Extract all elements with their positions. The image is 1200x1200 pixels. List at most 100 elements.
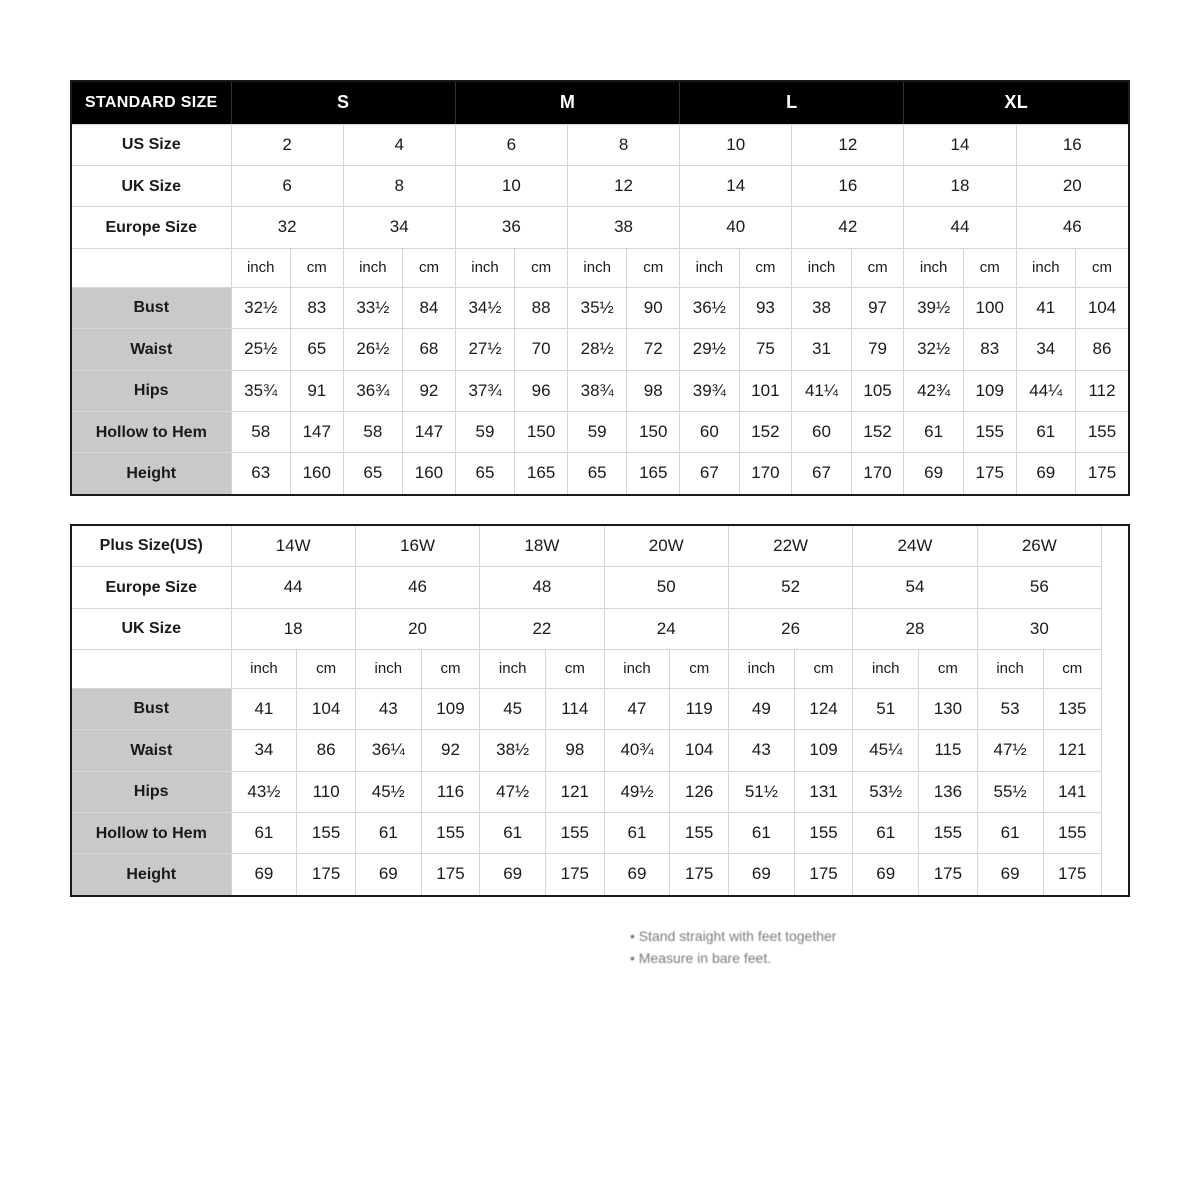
plus-top-row: UK Size18202224262830: [71, 608, 1129, 649]
measure-cell: 47½: [480, 771, 546, 812]
measure-cell: 69: [1016, 453, 1075, 495]
measure-cell: 92: [421, 730, 479, 771]
measure-label: Waist: [71, 730, 231, 771]
measure-label: Waist: [71, 329, 231, 370]
cell: 14: [904, 124, 1016, 165]
measure-label: Hips: [71, 370, 231, 411]
measure-cell: 61: [977, 813, 1043, 854]
measure-cell: 43: [355, 688, 421, 729]
measure-cell: 83: [290, 287, 343, 328]
measure-row: Waist348636¼9238½9840¾1044310945¼11547½1…: [71, 730, 1129, 771]
trailing-space: [1102, 771, 1115, 812]
measure-row: Bust32½8333½8434½8835½9036½93389739½1004…: [71, 287, 1129, 328]
measure-label: Hips: [71, 771, 231, 812]
measure-cell: 116: [421, 771, 479, 812]
measure-cell: 43½: [231, 771, 297, 812]
size-group-m: M: [455, 81, 679, 124]
unit-cm: cm: [1043, 649, 1101, 688]
measure-cell: 121: [546, 771, 604, 812]
unit-inch: inch: [231, 649, 297, 688]
unit-inch: inch: [343, 248, 402, 287]
measure-cell: 155: [1076, 411, 1130, 452]
measure-cell: 165: [627, 453, 680, 495]
measure-cell: 43: [728, 730, 794, 771]
measure-cell: 155: [670, 813, 728, 854]
measure-cell: 135: [1043, 688, 1101, 729]
measure-cell: 175: [963, 453, 1016, 495]
unit-cm: cm: [739, 248, 792, 287]
unit-inch: inch: [904, 248, 963, 287]
measure-cell: 155: [1043, 813, 1101, 854]
trailing-space: [1115, 730, 1129, 771]
measure-cell: 92: [403, 370, 456, 411]
measure-cell: 110: [297, 771, 355, 812]
size-group-l: L: [680, 81, 904, 124]
plus-unit-row: inchcm inchcm inchcm inchcm inchcm inchc…: [71, 649, 1129, 688]
measure-cell: 27½: [455, 329, 514, 370]
measure-cell: 53½: [853, 771, 919, 812]
measure-cell: 61: [853, 813, 919, 854]
measure-cell: 38: [792, 287, 851, 328]
measure-cell: 32½: [904, 329, 963, 370]
measure-cell: 41: [1016, 287, 1075, 328]
europe-size-row: Europe Size 32 34 36 38 40 42 44 46: [71, 207, 1129, 248]
cell: 30: [977, 608, 1101, 649]
standard-header-label: STANDARD SIZE: [71, 81, 231, 124]
unit-inch: inch: [604, 649, 670, 688]
measure-cell: 61: [480, 813, 546, 854]
unit-inch: inch: [728, 649, 794, 688]
measure-cell: 61: [355, 813, 421, 854]
measure-cell: 45½: [355, 771, 421, 812]
measure-cell: 61: [1016, 411, 1075, 452]
unit-inch: inch: [355, 649, 421, 688]
row-label: Europe Size: [71, 207, 231, 248]
row-label: Europe Size: [71, 567, 231, 608]
measure-cell: 51: [853, 688, 919, 729]
measure-cell: 131: [794, 771, 852, 812]
measure-cell: 160: [290, 453, 343, 495]
measure-cell: 31: [792, 329, 851, 370]
unit-inch: inch: [853, 649, 919, 688]
trailing-space: [1115, 813, 1129, 854]
measure-cell: 98: [627, 370, 680, 411]
measure-cell: 91: [290, 370, 343, 411]
measure-cell: 90: [627, 287, 680, 328]
cell: 8: [343, 165, 455, 206]
unit-cm: cm: [546, 649, 604, 688]
plus-top-row: Europe Size44464850525456: [71, 567, 1129, 608]
unit-cm: cm: [919, 649, 977, 688]
cell: 22: [480, 608, 604, 649]
measure-cell: 67: [680, 453, 739, 495]
trailing-space: [1102, 813, 1115, 854]
uk-size-row: UK Size 6 8 10 12 14 16 18 20: [71, 165, 1129, 206]
cell: 18W: [480, 525, 604, 567]
cell: 12: [792, 124, 904, 165]
unit-cm: cm: [627, 248, 680, 287]
trailing-space: [1102, 854, 1115, 896]
measure-row: Height6917569175691756917569175691756917…: [71, 854, 1129, 896]
measure-cell: 72: [627, 329, 680, 370]
footnote-line: • Measure in bare feet.: [630, 947, 1130, 969]
measure-cell: 175: [546, 854, 604, 896]
trailing-space: [1102, 567, 1115, 608]
unit-cm: cm: [670, 649, 728, 688]
measure-cell: 69: [853, 854, 919, 896]
measure-cell: 45¼: [853, 730, 919, 771]
cell: 46: [1016, 207, 1129, 248]
row-label: UK Size: [71, 608, 231, 649]
cell: 32: [231, 207, 343, 248]
size-group-xl: XL: [904, 81, 1129, 124]
unit-inch: inch: [1016, 248, 1075, 287]
cell: 14: [680, 165, 792, 206]
measure-row: Waist25½6526½6827½7028½7229½75317932½833…: [71, 329, 1129, 370]
trailing-space: [1115, 688, 1129, 729]
measure-cell: 109: [963, 370, 1016, 411]
measure-cell: 65: [567, 453, 626, 495]
measure-cell: 49: [728, 688, 794, 729]
trailing-space: [1115, 649, 1129, 688]
cell: 14W: [231, 525, 355, 567]
unit-inch: inch: [455, 248, 514, 287]
measure-cell: 36¼: [355, 730, 421, 771]
measure-cell: 38¾: [567, 370, 626, 411]
unit-cm: cm: [297, 649, 355, 688]
